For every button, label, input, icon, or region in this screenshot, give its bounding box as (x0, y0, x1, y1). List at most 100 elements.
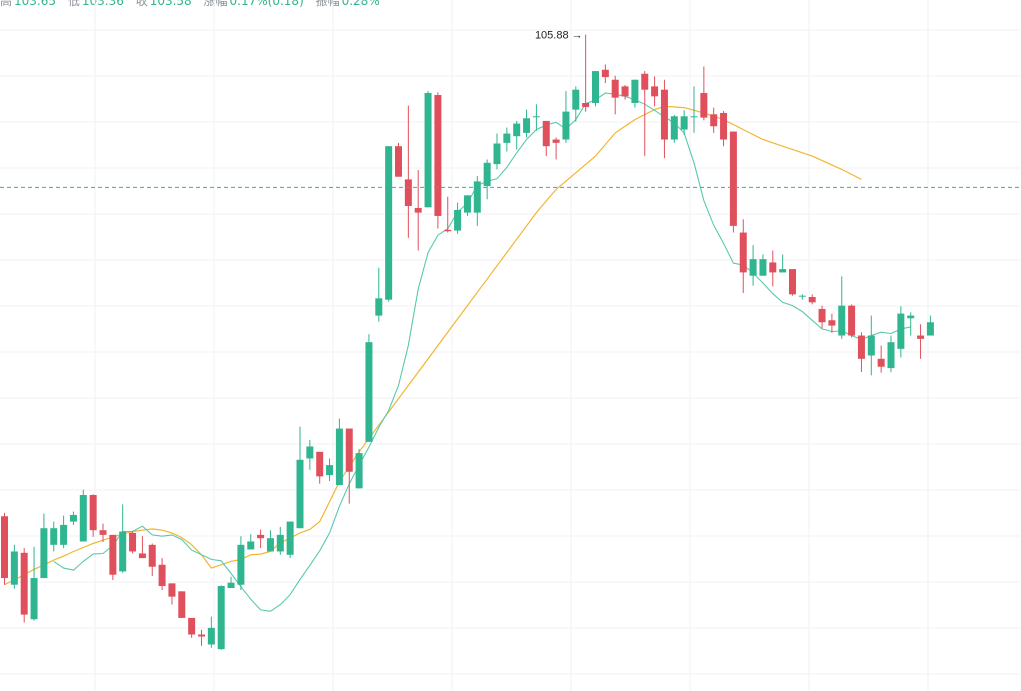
candle-up[interactable] (572, 89, 580, 110)
candle-down[interactable] (739, 232, 747, 273)
candle-down[interactable] (789, 269, 796, 295)
candle-up[interactable] (40, 528, 48, 579)
candle-up[interactable] (119, 531, 127, 572)
candle-up[interactable] (355, 453, 363, 489)
candle-down[interactable] (1, 516, 8, 579)
candle-up[interactable] (217, 586, 225, 650)
candle-down[interactable] (582, 102, 590, 107)
candle-up[interactable] (838, 305, 846, 336)
candle-up[interactable] (365, 342, 373, 442)
candle-up[interactable] (247, 541, 255, 550)
candle-up[interactable] (749, 259, 757, 276)
candle-down[interactable] (20, 552, 28, 615)
candle-up[interactable] (463, 195, 471, 213)
candle-up[interactable] (266, 538, 274, 552)
candle-up[interactable] (385, 146, 393, 300)
candles (1, 34, 934, 650)
candle-up[interactable] (454, 209, 462, 231)
candle-up[interactable] (897, 313, 905, 349)
candle-down[interactable] (611, 79, 619, 98)
candle-down[interactable] (395, 146, 402, 177)
candle-up[interactable] (670, 116, 678, 140)
candle-up[interactable] (79, 494, 87, 542)
candle-down[interactable] (552, 139, 560, 143)
candle-up[interactable] (296, 459, 304, 529)
candle-up[interactable] (503, 133, 511, 143)
candle-down[interactable] (710, 114, 718, 127)
candle-down[interactable] (148, 544, 156, 567)
candle-down[interactable] (848, 305, 856, 336)
candle-up[interactable] (306, 446, 314, 459)
candle-up[interactable] (562, 111, 570, 140)
candle-up[interactable] (867, 335, 875, 356)
candle-down[interactable] (99, 530, 107, 535)
candle-down[interactable] (316, 451, 324, 477)
candle-down[interactable] (720, 112, 728, 140)
candle-down[interactable] (129, 532, 137, 552)
candle-down[interactable] (828, 320, 836, 326)
candle-up[interactable] (690, 116, 698, 118)
candle-up[interactable] (798, 295, 806, 297)
candle-up[interactable] (592, 71, 599, 103)
candle-up[interactable] (532, 116, 540, 118)
candle-up[interactable] (375, 298, 383, 316)
candle-down[interactable] (808, 296, 816, 303)
candle-down[interactable] (198, 634, 205, 637)
candle-down[interactable] (818, 308, 826, 323)
candle-down[interactable] (651, 86, 659, 97)
candle-up[interactable] (207, 627, 215, 645)
candle-up[interactable] (227, 582, 235, 589)
candle-down[interactable] (660, 89, 668, 140)
candle-down[interactable] (621, 86, 629, 97)
candle-up[interactable] (483, 162, 491, 187)
candle-down[interactable] (434, 95, 442, 216)
candle-up[interactable] (50, 528, 58, 545)
candle-down[interactable] (158, 564, 166, 587)
candle-down[interactable] (729, 131, 737, 226)
candle-up[interactable] (276, 534, 284, 552)
candle-down[interactable] (404, 179, 412, 206)
candle-down[interactable] (109, 534, 117, 575)
candle-down[interactable] (542, 120, 550, 147)
candle-down[interactable] (700, 93, 708, 118)
candle-up[interactable] (926, 322, 934, 336)
high-label: 高 (0, 0, 13, 8)
candle-down[interactable] (877, 358, 885, 367)
candle-down[interactable] (857, 335, 865, 359)
candle-up[interactable] (60, 524, 68, 545)
candle-up[interactable] (30, 578, 38, 620)
candle-up[interactable] (779, 269, 787, 273)
candle-up[interactable] (907, 315, 915, 319)
candle-up[interactable] (631, 79, 639, 103)
candle-down[interactable] (641, 73, 649, 90)
candle-down[interactable] (769, 262, 777, 273)
candle-up[interactable] (759, 259, 767, 276)
low-label: 低 (67, 0, 80, 8)
candle-up[interactable] (473, 181, 481, 213)
candle-up[interactable] (493, 143, 501, 165)
candle-down[interactable] (138, 553, 146, 559)
candle-up[interactable] (286, 521, 294, 555)
candle-down[interactable] (601, 69, 609, 78)
candle-down[interactable] (444, 229, 452, 232)
candle-down[interactable] (917, 335, 925, 339)
candle-down[interactable] (178, 591, 186, 618)
candle-up[interactable] (887, 342, 895, 369)
candle-down[interactable] (89, 494, 97, 531)
candle-up[interactable] (680, 116, 688, 130)
candle-down[interactable] (414, 207, 422, 213)
candle-down[interactable] (345, 428, 353, 472)
candle-down[interactable] (168, 583, 176, 597)
candle-up[interactable] (513, 123, 521, 137)
candle-down[interactable] (188, 617, 196, 635)
candle-up[interactable] (10, 551, 18, 585)
candle-up[interactable] (326, 465, 334, 476)
candle-up[interactable] (424, 93, 432, 208)
candle-up[interactable] (69, 514, 77, 522)
candle-up[interactable] (335, 428, 343, 486)
candle-up[interactable] (523, 118, 531, 133)
change-value: 0.17%(0.18) (229, 0, 304, 8)
candle-up[interactable] (237, 544, 245, 585)
candle-down[interactable] (257, 534, 265, 539)
